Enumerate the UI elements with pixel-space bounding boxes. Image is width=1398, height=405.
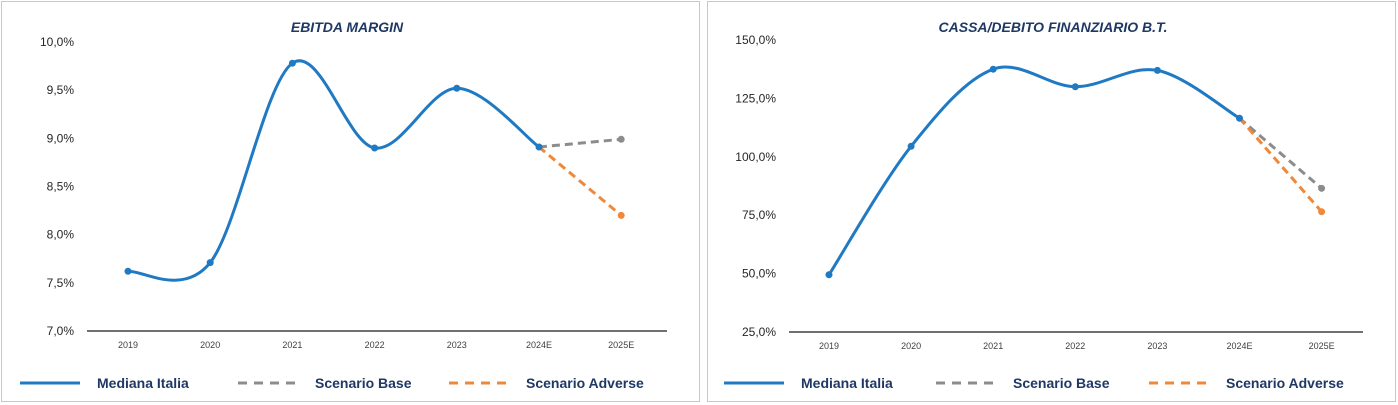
y-tick-label: 7,0% xyxy=(47,324,75,338)
series-line-scenario-adverse xyxy=(1238,117,1323,213)
y-tick-label: 75,0% xyxy=(742,208,776,222)
data-point-mediana-italia xyxy=(907,142,915,150)
y-tick-label: 100,0% xyxy=(735,150,776,164)
x-tick-label: 2021 xyxy=(282,340,302,350)
x-tick-label: 2025E xyxy=(1309,341,1335,351)
data-point-scenario-base xyxy=(617,135,625,143)
legend-label-scenario-adverse: Scenario Adverse xyxy=(526,375,644,391)
data-point-scenario-base xyxy=(1318,184,1326,192)
series-line-mediana-italia xyxy=(127,59,540,282)
ebitda-margin-chart-panel: EBITDA MARGIN 7,0% 7,5% 8,0% 8,5% 9,0% 9,5% 10… xyxy=(1,1,700,402)
data-point-mediana-italia xyxy=(371,144,379,152)
cassa-debito-chart-panel: CASSA/DEBITO FINANZIARIO B.T. 25,0% 50,0%… xyxy=(707,1,1396,402)
legend-label-mediana-italia: Mediana Italia xyxy=(801,375,893,391)
y-tick-label: 125,0% xyxy=(735,91,776,105)
x-tick-label: 2020 xyxy=(200,340,220,350)
x-tick-label: 2024E xyxy=(1226,341,1252,351)
legend-label-scenario-base: Scenario Base xyxy=(1013,375,1110,391)
y-tick-label: 9,0% xyxy=(47,131,75,145)
y-tick-label: 9,5% xyxy=(47,83,75,97)
data-point-mediana-italia xyxy=(1153,66,1161,74)
series-line-scenario-adverse xyxy=(538,145,623,217)
chart-title: EBITDA MARGIN xyxy=(291,19,404,35)
x-tick-label: 2022 xyxy=(365,340,385,350)
y-tick-label: 10,0% xyxy=(40,35,74,49)
ebitda-margin-chart: EBITDA MARGIN 7,0% 7,5% 8,0% 8,5% 9,0% 9,5% 10… xyxy=(20,19,667,391)
data-point-scenario-adverse xyxy=(617,211,625,219)
data-point-mediana-italia xyxy=(825,271,833,279)
legend-label-scenario-base: Scenario Base xyxy=(315,375,412,391)
series-line-scenario-base xyxy=(538,137,622,149)
y-tick-label: 8,0% xyxy=(47,228,75,242)
data-point-mediana-italia xyxy=(206,259,214,267)
data-point-mediana-italia xyxy=(535,143,543,151)
chart-title: CASSA/DEBITO FINANZIARIO B.T. xyxy=(939,19,1168,35)
data-point-mediana-italia xyxy=(989,65,997,73)
x-tick-label: 2025E xyxy=(608,340,634,350)
y-tick-label: 150,0% xyxy=(735,33,776,47)
data-point-mediana-italia xyxy=(124,267,132,275)
y-tick-label: 8,5% xyxy=(47,180,75,194)
x-tick-label: 2019 xyxy=(819,341,839,351)
legend-label-scenario-adverse: Scenario Adverse xyxy=(1226,375,1344,391)
x-tick-label: 2024E xyxy=(526,340,552,350)
data-point-mediana-italia xyxy=(453,84,461,92)
data-point-mediana-italia xyxy=(1071,83,1079,91)
y-tick-label: 25,0% xyxy=(742,325,776,339)
data-point-mediana-italia xyxy=(288,59,296,67)
y-tick-label: 7,5% xyxy=(47,276,75,290)
cassa-debito-chart: CASSA/DEBITO FINANZIARIO B.T. 25,0% 50,0%… xyxy=(724,19,1363,391)
series-line-mediana-italia xyxy=(827,65,1241,276)
x-tick-label: 2021 xyxy=(983,341,1003,351)
data-point-scenario-adverse xyxy=(1318,208,1326,216)
x-tick-label: 2022 xyxy=(1065,341,1085,351)
y-tick-label: 50,0% xyxy=(742,267,776,281)
legend-label-mediana-italia: Mediana Italia xyxy=(97,375,189,391)
data-point-mediana-italia xyxy=(1236,114,1243,122)
x-tick-label: 2020 xyxy=(901,341,921,351)
series-line-scenario-base xyxy=(1238,117,1323,190)
x-tick-label: 2023 xyxy=(447,340,467,350)
x-tick-label: 2019 xyxy=(118,340,138,350)
x-tick-label: 2023 xyxy=(1147,341,1167,351)
